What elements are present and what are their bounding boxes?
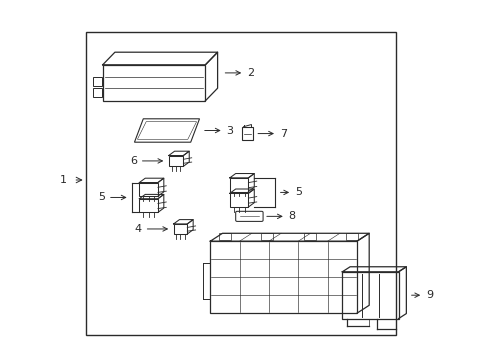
Bar — [173, 224, 187, 234]
Bar — [102, 65, 205, 101]
Bar — [210, 241, 356, 313]
Text: 4: 4 — [134, 224, 167, 234]
Bar — [93, 77, 102, 86]
Text: 2: 2 — [225, 68, 254, 78]
Text: 6: 6 — [130, 156, 162, 166]
Bar — [242, 127, 252, 140]
Bar — [229, 193, 248, 207]
Text: 8: 8 — [266, 211, 295, 221]
Bar — [342, 272, 398, 319]
Text: 5: 5 — [280, 188, 301, 197]
Text: 9: 9 — [411, 290, 432, 300]
Bar — [85, 32, 395, 335]
Bar — [139, 199, 158, 212]
Text: 1: 1 — [60, 175, 67, 185]
Text: 3: 3 — [204, 126, 233, 135]
Bar — [261, 233, 273, 240]
Text: 7: 7 — [258, 129, 286, 139]
Bar — [345, 233, 357, 240]
Bar — [219, 233, 231, 240]
Bar — [229, 178, 248, 192]
Bar — [168, 156, 183, 166]
Bar — [93, 88, 102, 97]
Text: 5: 5 — [98, 193, 125, 202]
Bar — [303, 233, 315, 240]
Bar — [139, 183, 158, 196]
